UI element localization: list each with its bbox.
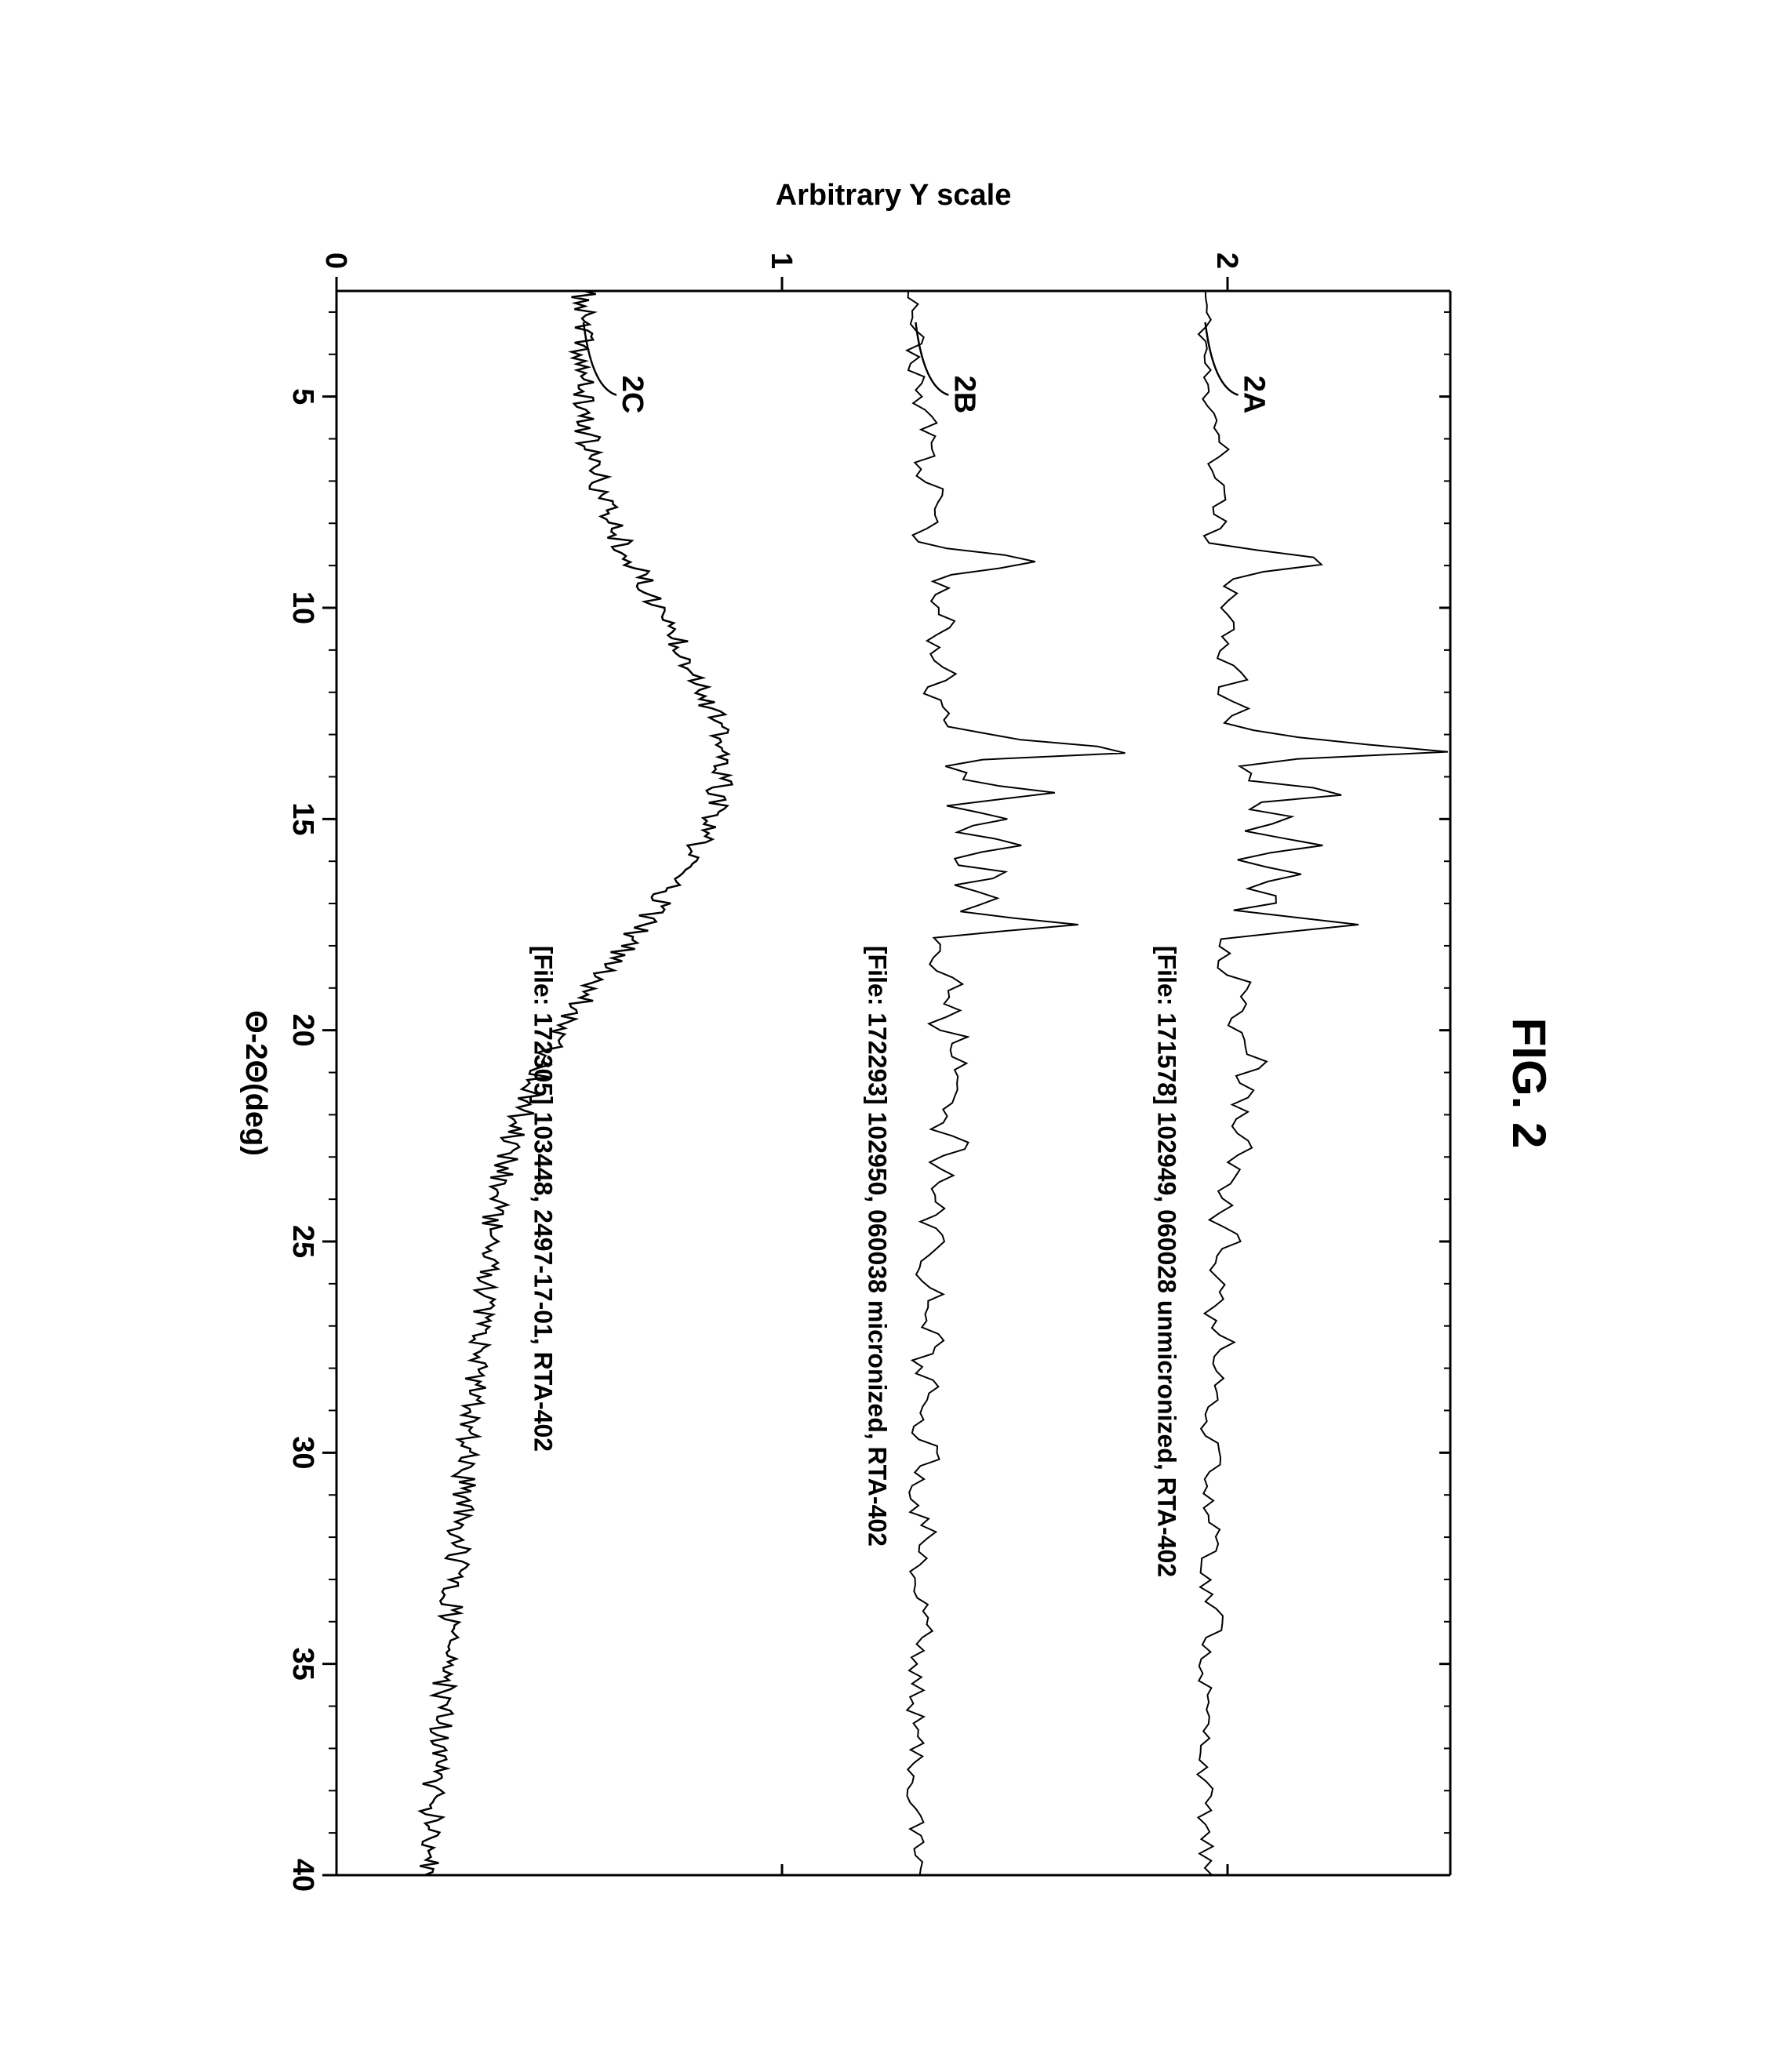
x-tick-label: 20 [286, 1014, 319, 1047]
y-axis-label: Arbitrary Y scale [775, 179, 1011, 212]
y-tick-label: 0 [319, 253, 352, 269]
caption-A: [File: 171578] 102949, 060028 unmicroniz… [1152, 946, 1180, 1577]
caption-C: [File: 172305] 103448, 2497-17-01, RTA-4… [529, 946, 557, 1452]
x-axis-label: Θ-2Θ(deg) [239, 1010, 272, 1156]
series-id-B: 2B [948, 376, 980, 414]
caption-B: [File: 172293] 102950, 060038 micronized… [863, 946, 891, 1547]
series-id-A: 2A [1237, 376, 1270, 414]
x-tick-label: 15 [286, 802, 319, 835]
x-tick-label: 35 [286, 1648, 319, 1681]
rotated-container: FIG. 2 5 10 15 20 25 30 35 40 0 1 2 Θ-2Θ(deg) Arbitra… [203, 134, 1584, 1938]
trace-C [420, 291, 732, 1875]
series-id-C: 2C [615, 376, 648, 414]
x-tick-label: 30 [286, 1436, 319, 1469]
x-tick-label: 40 [286, 1859, 319, 1892]
trace-A [1197, 291, 1447, 1875]
y-tick-label: 1 [765, 253, 798, 269]
x-tick-label: 10 [286, 591, 319, 624]
xrd-chart: FIG. 2 5 10 15 20 25 30 35 40 0 1 2 Θ-2Θ(deg) Arbitra… [203, 134, 1584, 1938]
figure-title: FIG. 2 [1503, 1018, 1555, 1149]
trace-B [907, 291, 1125, 1875]
y-tick-label: 2 [1210, 253, 1243, 269]
x-tick-label: 5 [286, 388, 319, 405]
page: FIG. 2 5 10 15 20 25 30 35 40 0 1 2 Θ-2Θ(deg) Arbitra… [0, 0, 1786, 2072]
axes: 5 10 15 20 25 30 35 40 0 1 2 Θ-2Θ(deg) Arbitrary Y s… [239, 179, 1450, 1892]
leader-A [1205, 322, 1238, 395]
x-tick-label: 25 [286, 1225, 319, 1258]
